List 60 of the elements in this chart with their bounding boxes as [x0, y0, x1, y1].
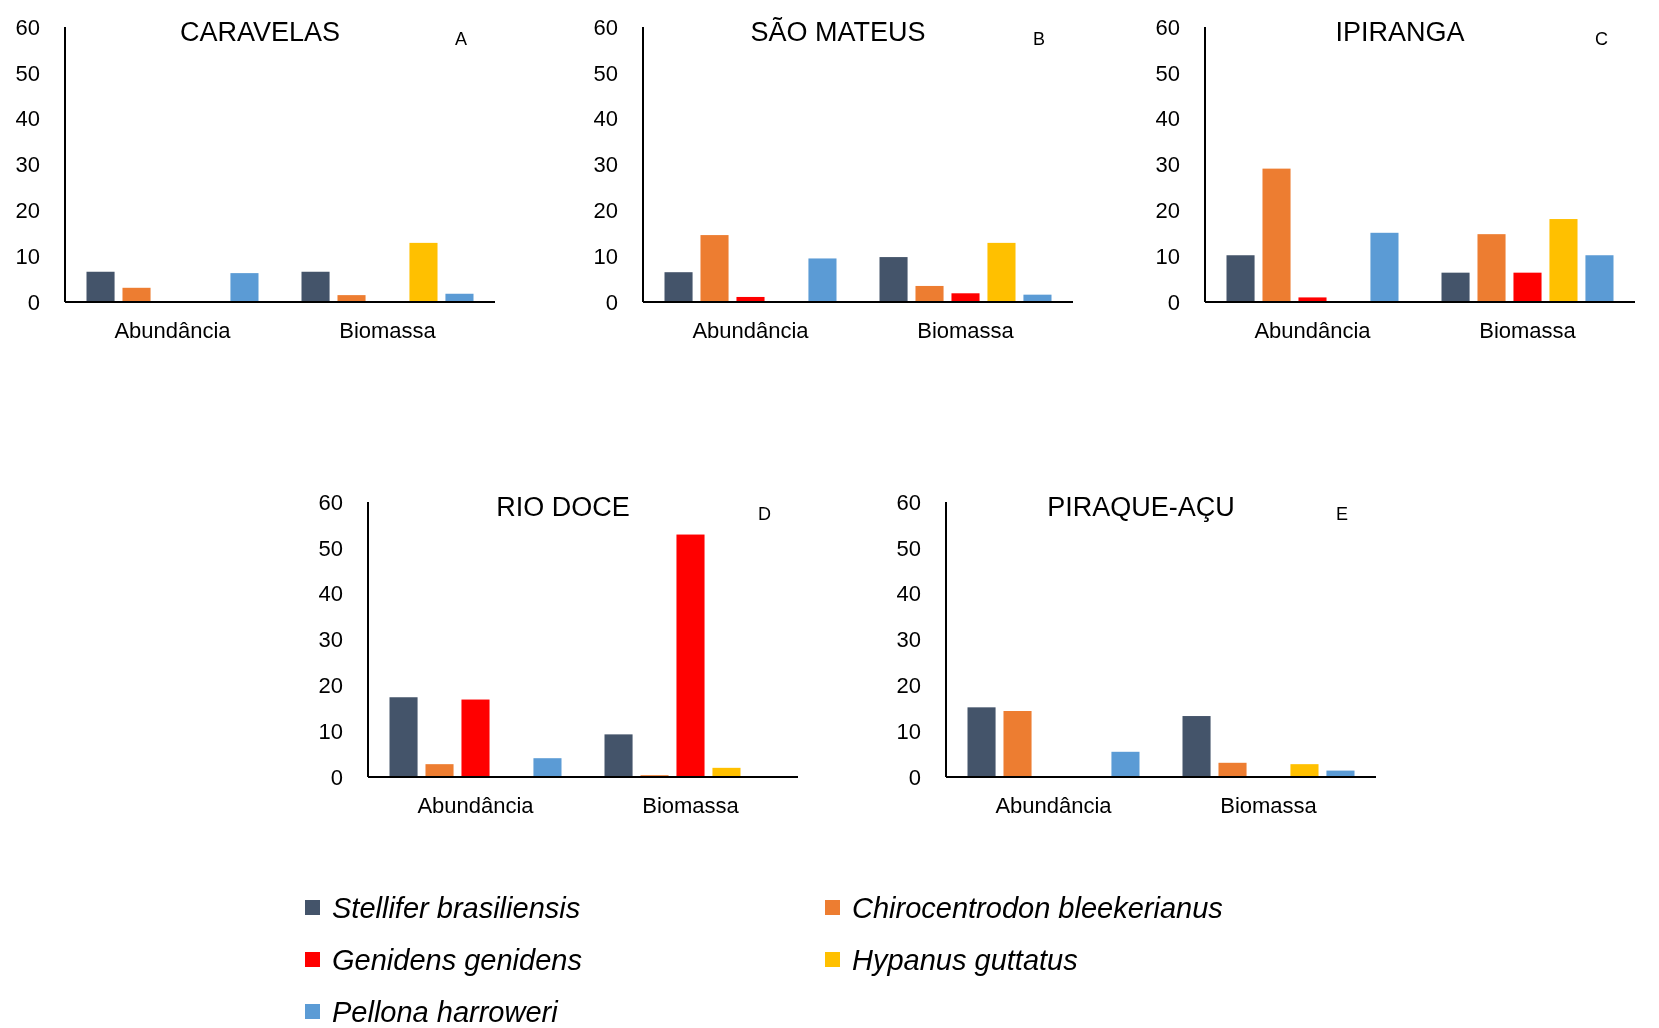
annotation: B [1033, 29, 1046, 49]
y-tick-label: 20 [318, 673, 343, 699]
y-tick-label: 50 [15, 60, 40, 86]
y-tick-label: 20 [1155, 198, 1180, 224]
x-tick-label: Biomassa [642, 793, 740, 818]
legend-label: Pellona harroweri [332, 996, 560, 1028]
y-tick-label: 60 [15, 14, 40, 40]
chart-title: RIO DOCE [496, 492, 630, 522]
y-tick-label: 40 [1155, 106, 1180, 132]
y-tick-label: 50 [593, 60, 618, 86]
y-tick-label: 60 [593, 14, 618, 40]
y-tick-label: 20 [15, 198, 40, 224]
y-tick-label: 60 [1155, 14, 1180, 40]
y-tick-label: 10 [896, 718, 921, 744]
y-tick-label: 50 [318, 535, 343, 561]
x-tick-label: Abundância [995, 793, 1113, 818]
annotation: D [758, 504, 771, 524]
y-tick-label: 60 [318, 489, 343, 515]
y-tick-label: 0 [1167, 289, 1180, 315]
y-tick-label: 30 [1155, 152, 1180, 178]
y-tick-label: 10 [593, 243, 618, 269]
y-tick-label: 0 [27, 289, 40, 315]
chart-title: PIRAQUE-AÇU [1047, 492, 1235, 522]
y-tick-label: 40 [15, 106, 40, 132]
x-tick-label: Abundância [417, 793, 535, 818]
x-tick-label: Biomassa [1220, 793, 1318, 818]
x-tick-label: Abundância [114, 318, 232, 343]
y-tick-label: 0 [908, 764, 921, 790]
legend-label: Stellifer brasiliensis [332, 892, 581, 925]
chart-title: IPIRANGA [1335, 17, 1465, 47]
y-tick-label: 40 [318, 581, 343, 607]
y-tick-label: 20 [896, 673, 921, 699]
y-tick-label: 30 [593, 152, 618, 178]
y-tick-label: 30 [896, 627, 921, 653]
chart-title: SÃO MATEUS [750, 16, 926, 47]
x-tick-label: Biomassa [1479, 318, 1577, 343]
y-tick-label: 30 [15, 152, 40, 178]
x-tick-label: Abundância [1254, 318, 1372, 343]
annotation: C [1595, 29, 1608, 49]
y-tick-label: 10 [1155, 243, 1180, 269]
y-tick-label: 10 [318, 718, 343, 744]
x-tick-label: Abundância [692, 318, 810, 343]
legend-label: Genidens genidens [332, 944, 582, 977]
y-tick-label: 0 [330, 764, 343, 790]
y-tick-label: 20 [593, 198, 618, 224]
x-tick-label: Biomassa [917, 318, 1015, 343]
y-tick-label: 0 [605, 289, 618, 315]
chart-title: CARAVELAS [179, 17, 341, 47]
y-tick-label: 40 [593, 106, 618, 132]
y-tick-label: 40 [896, 581, 921, 607]
legend-label: Chirocentrodon bleekerianus [852, 892, 1223, 925]
y-tick-label: 50 [1155, 60, 1180, 86]
annotation: A [455, 29, 468, 49]
x-tick-label: Biomassa [339, 318, 437, 343]
y-tick-label: 30 [318, 627, 343, 653]
y-tick-label: 10 [15, 243, 40, 269]
y-tick-label: 50 [896, 535, 921, 561]
y-tick-label: 60 [896, 489, 921, 515]
legend-label: Hypanus guttatus [852, 944, 1078, 977]
annotation: E [1336, 504, 1349, 524]
